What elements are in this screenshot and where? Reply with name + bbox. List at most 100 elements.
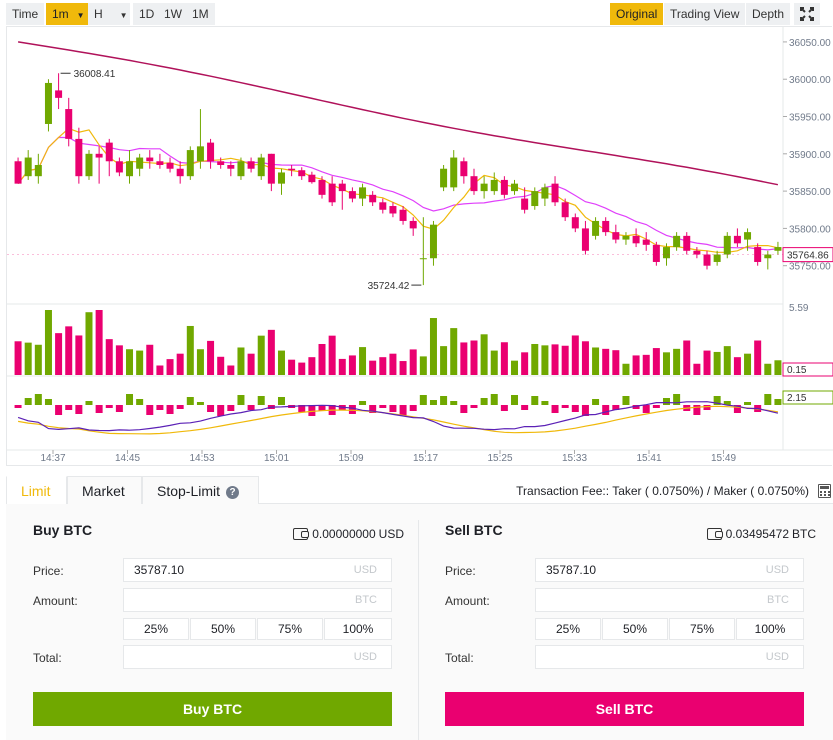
form-divider bbox=[418, 520, 419, 740]
sell-25-percent-button[interactable]: 25% bbox=[535, 618, 601, 640]
candle-body bbox=[44, 82, 52, 124]
price-chart[interactable]: 36050.00 36000.00 35950.00 35900.00 35850.00… bbox=[6, 26, 833, 466]
candle-body bbox=[733, 235, 741, 244]
buy-100-percent-button[interactable]: 100% bbox=[324, 618, 392, 640]
candle-body bbox=[196, 146, 204, 162]
candle-body bbox=[602, 220, 610, 233]
order-forms: Buy BTC 0.00000000 USD Price: 35787.10 USD… bbox=[6, 504, 833, 740]
macd-bar bbox=[733, 405, 741, 413]
volume-bar bbox=[44, 310, 52, 375]
sell-total-input[interactable]: USD bbox=[535, 645, 804, 669]
macd-bar bbox=[622, 396, 630, 405]
volume-bar bbox=[217, 356, 225, 375]
last-price-label: 35764.86 bbox=[787, 251, 829, 262]
high-price-label: 36008.41 bbox=[74, 69, 116, 80]
volume-bar bbox=[561, 345, 569, 375]
volume-max-label: 5.59 bbox=[789, 303, 809, 314]
candle-body bbox=[247, 161, 255, 169]
sell-amount-input[interactable]: BTC bbox=[535, 588, 804, 612]
volume-bar bbox=[531, 343, 539, 375]
macd-bar bbox=[34, 394, 42, 405]
order-type-tabs: Limit Market Stop-Limit? Transaction Fee… bbox=[6, 476, 833, 504]
tab-stop-limit[interactable]: Stop-Limit? bbox=[142, 476, 259, 504]
candle-body bbox=[217, 161, 225, 165]
price-tick-label: 35800.00 bbox=[789, 224, 831, 235]
buy-amount-input[interactable]: BTC bbox=[123, 588, 392, 612]
volume-bar bbox=[764, 363, 772, 375]
candle-body bbox=[470, 176, 478, 192]
interval-1mo-button[interactable]: 1M bbox=[186, 3, 215, 25]
buy-total-label: Total: bbox=[33, 651, 62, 665]
candle-body bbox=[744, 232, 752, 240]
tab-limit[interactable]: Limit bbox=[6, 476, 67, 504]
sell-balance: 0.03495472 BTC bbox=[706, 527, 816, 541]
sell-price-input[interactable]: 35787.10 USD bbox=[535, 558, 804, 582]
interval-1w-button[interactable]: 1W bbox=[158, 3, 188, 25]
ma-short-line bbox=[17, 127, 779, 253]
interval-1d-button[interactable]: 1D bbox=[133, 3, 161, 25]
macd-bar bbox=[490, 394, 498, 405]
candle-body bbox=[95, 153, 103, 158]
view-depth-button[interactable]: Depth bbox=[746, 3, 791, 25]
macd-dif-line bbox=[17, 401, 779, 432]
help-icon[interactable]: ? bbox=[226, 486, 240, 499]
buy-25-percent-button[interactable]: 25% bbox=[123, 618, 189, 640]
tab-market[interactable]: Market bbox=[67, 476, 142, 504]
macd-bar bbox=[196, 402, 204, 405]
chevron-down-icon: ▼ bbox=[76, 11, 85, 20]
macd-bar bbox=[379, 405, 387, 408]
candle-body bbox=[359, 187, 367, 199]
volume-tag bbox=[782, 362, 833, 377]
view-tradingview-button[interactable]: Trading View bbox=[664, 3, 746, 25]
volume-bar bbox=[369, 360, 377, 375]
volume-bar bbox=[348, 355, 356, 375]
sell-btc-button[interactable]: Sell BTC bbox=[445, 692, 804, 726]
calculator-icon[interactable] bbox=[818, 484, 831, 498]
volume-bar bbox=[652, 348, 660, 375]
volume-bar bbox=[257, 335, 265, 375]
buy-amount-label: Amount: bbox=[33, 594, 78, 608]
volume-bar bbox=[379, 357, 387, 375]
buy-50-percent-button[interactable]: 50% bbox=[190, 618, 256, 640]
macd-last-label: 2.15 bbox=[787, 393, 807, 404]
candle-body bbox=[460, 161, 468, 177]
buy-75-percent-button[interactable]: 75% bbox=[257, 618, 323, 640]
price-tick-label: 36000.00 bbox=[789, 75, 831, 86]
volume-bar bbox=[632, 355, 640, 375]
buy-total-input[interactable]: USD bbox=[123, 645, 392, 669]
fullscreen-button[interactable] bbox=[794, 3, 820, 25]
sell-50-percent-button[interactable]: 50% bbox=[602, 618, 668, 640]
macd-bar bbox=[673, 394, 681, 405]
interval-1m-dropdown[interactable]: 1m ▼ bbox=[46, 3, 88, 25]
macd-bar bbox=[723, 401, 731, 405]
macd-bar bbox=[693, 405, 701, 415]
macd-bar bbox=[642, 405, 650, 413]
volume-bar bbox=[247, 353, 255, 375]
buy-btc-button[interactable]: Buy BTC bbox=[33, 692, 392, 726]
volume-bar bbox=[429, 318, 437, 375]
interval-hour-dropdown[interactable]: H ▼ bbox=[88, 3, 130, 25]
candle-body bbox=[652, 244, 660, 262]
volume-bar bbox=[389, 353, 397, 375]
view-original-button[interactable]: Original bbox=[610, 3, 664, 25]
volume-bar bbox=[359, 347, 367, 375]
macd-bar bbox=[136, 399, 144, 405]
macd-bar bbox=[65, 405, 73, 410]
sell-100-percent-button[interactable]: 100% bbox=[736, 618, 804, 640]
volume-bar bbox=[288, 359, 296, 375]
candle-body bbox=[409, 220, 417, 229]
volume-bar bbox=[176, 353, 184, 375]
candle-body bbox=[774, 247, 782, 251]
sell-75-percent-button[interactable]: 75% bbox=[669, 618, 735, 640]
volume-bar bbox=[55, 333, 63, 375]
macd-bar bbox=[277, 397, 285, 405]
volume-bar bbox=[126, 349, 134, 375]
candle-body bbox=[85, 153, 93, 177]
macd-bar bbox=[166, 405, 174, 414]
buy-price-input[interactable]: 35787.10 USD bbox=[123, 558, 392, 582]
macd-bar bbox=[581, 405, 589, 416]
volume-bar bbox=[95, 310, 103, 375]
macd-bar bbox=[561, 405, 569, 408]
macd-bar bbox=[156, 405, 164, 410]
volume-bar bbox=[399, 361, 407, 375]
